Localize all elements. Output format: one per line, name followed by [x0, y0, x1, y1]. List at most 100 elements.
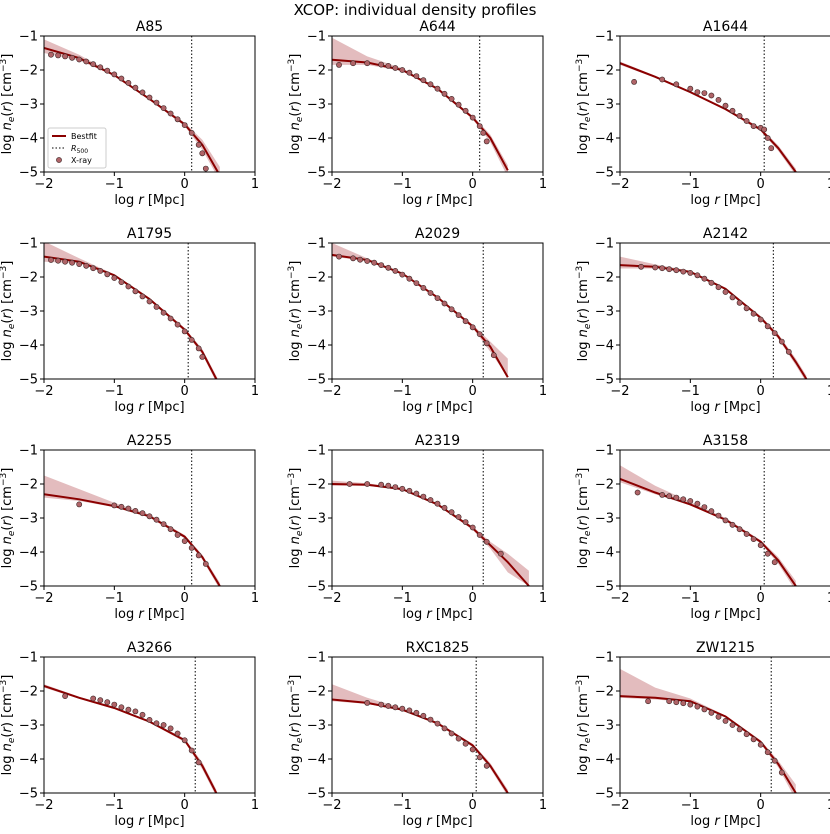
xray-point — [715, 512, 722, 519]
y-label-sup: −3 — [575, 680, 585, 693]
xray-point — [364, 700, 371, 706]
xray-point — [469, 746, 476, 753]
y-tick-label: −1 — [307, 30, 326, 45]
xray-point — [448, 730, 455, 737]
xray-point — [364, 258, 371, 264]
x-tick-label: 0 — [757, 177, 765, 192]
xray-point — [743, 531, 750, 537]
xray-point — [722, 102, 729, 109]
xray-point — [62, 258, 68, 265]
y-tick-label: −4 — [307, 546, 326, 561]
y-label-sub: e — [583, 116, 593, 122]
xray-point — [462, 107, 469, 114]
y-label-close: ] — [0, 54, 15, 59]
y-label-unit: ) [cm — [0, 693, 15, 727]
y-label-paren: ( — [0, 111, 15, 116]
xray-point — [659, 76, 666, 83]
panel-title: A644 — [419, 19, 455, 35]
x-tick-label: −2 — [322, 798, 341, 813]
xray-point — [771, 330, 778, 336]
x-label-var: r — [714, 193, 721, 208]
xray-point — [743, 305, 750, 312]
x-axis-label: log r [Mpc] — [402, 814, 472, 829]
xray-point — [139, 510, 146, 517]
panel-a3158: −2 −1 0 1 −1 −2 −3 −4 −5 A3158 log r [Mpc] log ne(r… — [575, 433, 830, 622]
xray-point — [420, 284, 427, 291]
y-label-sub: e — [7, 116, 17, 122]
xray-point — [434, 85, 441, 92]
xray-point — [132, 507, 139, 514]
xray-point — [97, 697, 104, 704]
x-tick-label: −2 — [610, 798, 629, 813]
panel-a2142: −2 −1 0 1 −1 −2 −3 −4 −5 A2142 log r [Mpc] log ne(r… — [575, 226, 830, 415]
xray-point — [708, 508, 715, 515]
xray-point — [90, 61, 97, 68]
y-label-r: r — [576, 311, 591, 318]
confidence-band — [332, 684, 508, 793]
xray-point — [195, 759, 202, 766]
xray-point — [638, 263, 644, 270]
y-label-sup: −3 — [0, 59, 9, 72]
x-axis-label: log r [Mpc] — [114, 193, 184, 208]
xray-point — [448, 96, 455, 102]
xray-point — [336, 253, 342, 260]
y-tick-label: −5 — [595, 787, 614, 802]
xray-point — [715, 284, 722, 291]
xray-point — [111, 502, 118, 509]
xray-point — [729, 107, 736, 114]
xray-point — [736, 726, 743, 733]
y-label-r: r — [0, 725, 15, 732]
bestfit-line — [620, 695, 797, 793]
xray-point — [673, 494, 680, 501]
confidence-band — [44, 475, 220, 586]
x-label-var: r — [426, 193, 433, 208]
y-tick-label: −3 — [595, 719, 614, 734]
xray-point — [483, 138, 490, 145]
x-tick-label: 0 — [469, 384, 477, 399]
y-tick-label: −5 — [19, 580, 38, 595]
x-tick-label: −2 — [322, 384, 341, 399]
xray-point — [694, 703, 701, 710]
y-tick-label: −1 — [19, 237, 38, 252]
y-label-sup: −3 — [287, 59, 297, 72]
axes-frame — [43, 656, 256, 794]
xray-point — [441, 300, 448, 307]
panel-title: ZW1215 — [696, 640, 755, 656]
xray-point — [757, 741, 764, 748]
x-tick-label: −2 — [34, 384, 53, 399]
xray-point — [441, 504, 448, 511]
x-axis-label: log r [Mpc] — [402, 193, 472, 208]
y-label-sub: e — [295, 323, 305, 329]
y-tick-label: −1 — [19, 30, 38, 45]
xray-point — [118, 704, 125, 711]
confidence-band — [620, 61, 796, 172]
xray-point — [687, 701, 694, 708]
panel-grid: −2 −1 0 1 −1 −2 −3 −4 −5 A85 log r [Mpc] log ne(r) … — [0, 19, 830, 829]
xray-point — [764, 749, 771, 756]
xray-point — [174, 116, 181, 123]
y-tick-label: −4 — [307, 753, 326, 768]
y-label-var: n — [0, 122, 15, 130]
y-label-close: ] — [288, 468, 303, 473]
y-axis-label: log ne(r) [cm−3] — [0, 261, 17, 362]
y-tick-label: −3 — [307, 512, 326, 527]
xray-point — [462, 519, 469, 525]
x-tick-label: −2 — [34, 798, 53, 813]
xray-point — [160, 722, 167, 728]
xray-point — [69, 54, 75, 61]
confidence-band — [620, 668, 796, 793]
xray-point — [434, 500, 441, 507]
xray-point — [83, 58, 90, 65]
y-label-var: n — [0, 743, 15, 751]
plot-area — [44, 243, 219, 379]
xray-point — [346, 481, 353, 487]
xray-point — [483, 762, 490, 769]
xray-point — [673, 699, 680, 706]
x-axis-label: log r [Mpc] — [690, 607, 760, 622]
panel-title: A85 — [136, 19, 163, 35]
y-label-var: n — [576, 743, 591, 751]
y-axis-label: log ne(r) [cm−3] — [0, 54, 17, 155]
y-tick-label: −5 — [19, 373, 38, 388]
x-label-var: r — [138, 607, 145, 622]
y-label-sub: e — [7, 530, 17, 536]
